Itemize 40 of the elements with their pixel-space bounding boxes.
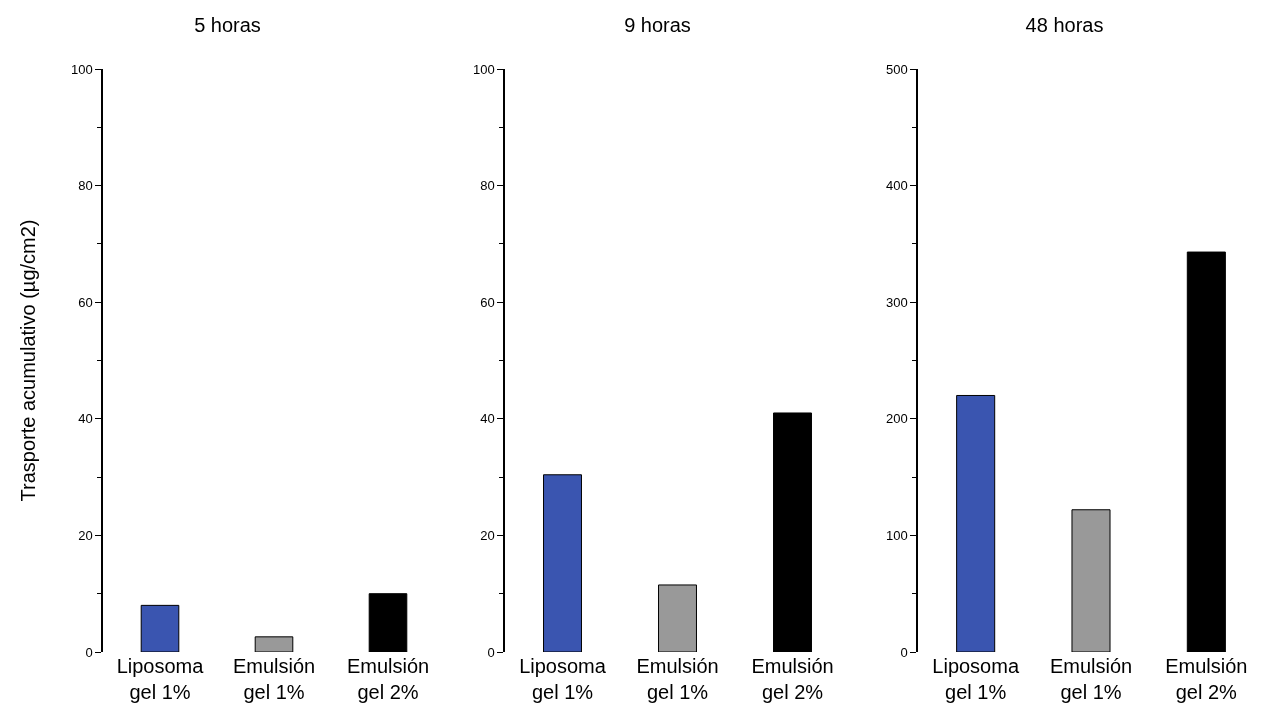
y-tick-label: 60 xyxy=(480,294,495,310)
chart-title: 5 horas xyxy=(194,14,261,37)
y-tick-label: 100 xyxy=(70,61,93,77)
x-tick-label: Liposoma gel 1% xyxy=(116,655,205,703)
x-tick-label: Emulsión gel 2% xyxy=(346,655,430,703)
y-tick-label: 400 xyxy=(885,178,908,194)
bar xyxy=(1071,509,1111,652)
y-tick-label: 0 xyxy=(900,644,908,660)
y-tick-label: 20 xyxy=(480,527,495,543)
bar xyxy=(1186,251,1226,652)
y-tick-label: 20 xyxy=(78,527,93,543)
x-tick-label: Emulsión gel 2% xyxy=(1165,655,1248,703)
y-tick-label: 200 xyxy=(885,411,908,427)
x-tick-label: Emulsión gel 2% xyxy=(751,655,834,703)
y-tick-label: 300 xyxy=(885,294,908,310)
y-tick-label: 0 xyxy=(85,644,93,660)
bar xyxy=(543,474,582,652)
x-tick-label: Emulsión gel 1% xyxy=(636,655,719,703)
x-tick-label: Liposoma gel 1% xyxy=(519,655,607,703)
x-tick-label: Liposoma gel 1% xyxy=(932,655,1020,703)
bar xyxy=(956,394,996,652)
chart-title: 9 horas xyxy=(624,14,691,37)
y-tick-label: 500 xyxy=(885,61,908,77)
bar xyxy=(773,412,812,652)
y-tick-label: 0 xyxy=(487,644,495,660)
y-tick-label: 100 xyxy=(472,61,495,77)
y-tick-label: 80 xyxy=(480,178,495,194)
x-tick-label: Emulsión gel 1% xyxy=(1049,655,1133,703)
chart-title: 48 horas xyxy=(1025,14,1104,37)
y-axis-title: Trasporte acumulativo (µg/cm2) xyxy=(16,219,39,502)
bar xyxy=(658,584,697,652)
y-tick-label: 40 xyxy=(78,411,93,427)
x-tick-label: Emulsión gel 1% xyxy=(232,655,316,703)
bar xyxy=(368,593,408,652)
bar xyxy=(254,636,294,652)
y-tick-label: 40 xyxy=(480,411,495,427)
bar xyxy=(140,604,180,652)
y-tick-label: 100 xyxy=(885,527,908,543)
y-tick-label: 60 xyxy=(78,294,93,310)
y-tick-label: 80 xyxy=(78,178,93,194)
